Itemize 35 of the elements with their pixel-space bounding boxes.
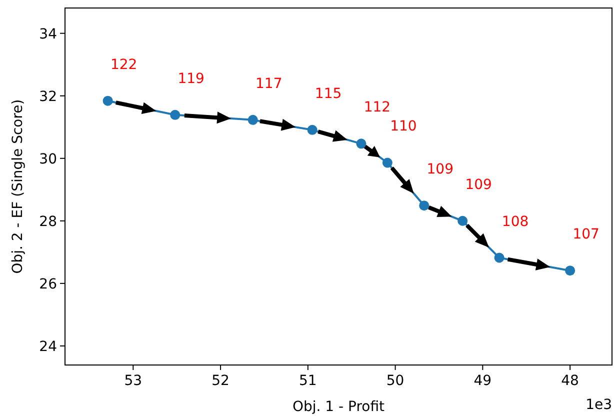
annotation: 110 (390, 118, 417, 135)
annotation: 122 (110, 56, 138, 73)
point (419, 200, 430, 211)
annotation: 112 (364, 100, 391, 116)
point (356, 138, 366, 149)
y-axis-title: Obj. 2 - EF (Single Score) (10, 99, 26, 274)
point (170, 110, 180, 120)
point (494, 252, 504, 263)
annotation: 119 (178, 70, 204, 87)
y-tick-label: 24 (39, 338, 58, 355)
y-tick-label: 34 (39, 26, 58, 42)
point (248, 114, 258, 125)
x-tick-label: 52 (212, 373, 230, 389)
annotation: 117 (256, 76, 282, 92)
y-tick-label: 30 (39, 151, 57, 168)
point (102, 96, 113, 106)
annotation: 115 (314, 86, 342, 102)
annotation: 107 (572, 226, 600, 243)
y-tick-label: 28 (39, 214, 57, 230)
annotation: 108 (502, 214, 529, 230)
point (382, 158, 392, 168)
text: 1e3 (586, 397, 612, 413)
point (458, 216, 468, 226)
annotation: 109 (465, 176, 492, 193)
x-tick-label: 53 (124, 373, 142, 389)
annotation: 109 (426, 162, 454, 178)
y-tick-label: 32 (39, 88, 57, 105)
x-tick-label: 49 (474, 373, 492, 389)
x-tick-label: 48 (561, 373, 579, 389)
x-axis-title: Obj. 1 - Profit (292, 399, 386, 415)
point (307, 124, 318, 135)
point (565, 266, 576, 276)
y-tick-label: 26 (39, 276, 58, 292)
x-tick-label: 51 (299, 373, 317, 389)
x-tick-label: 50 (386, 373, 404, 389)
